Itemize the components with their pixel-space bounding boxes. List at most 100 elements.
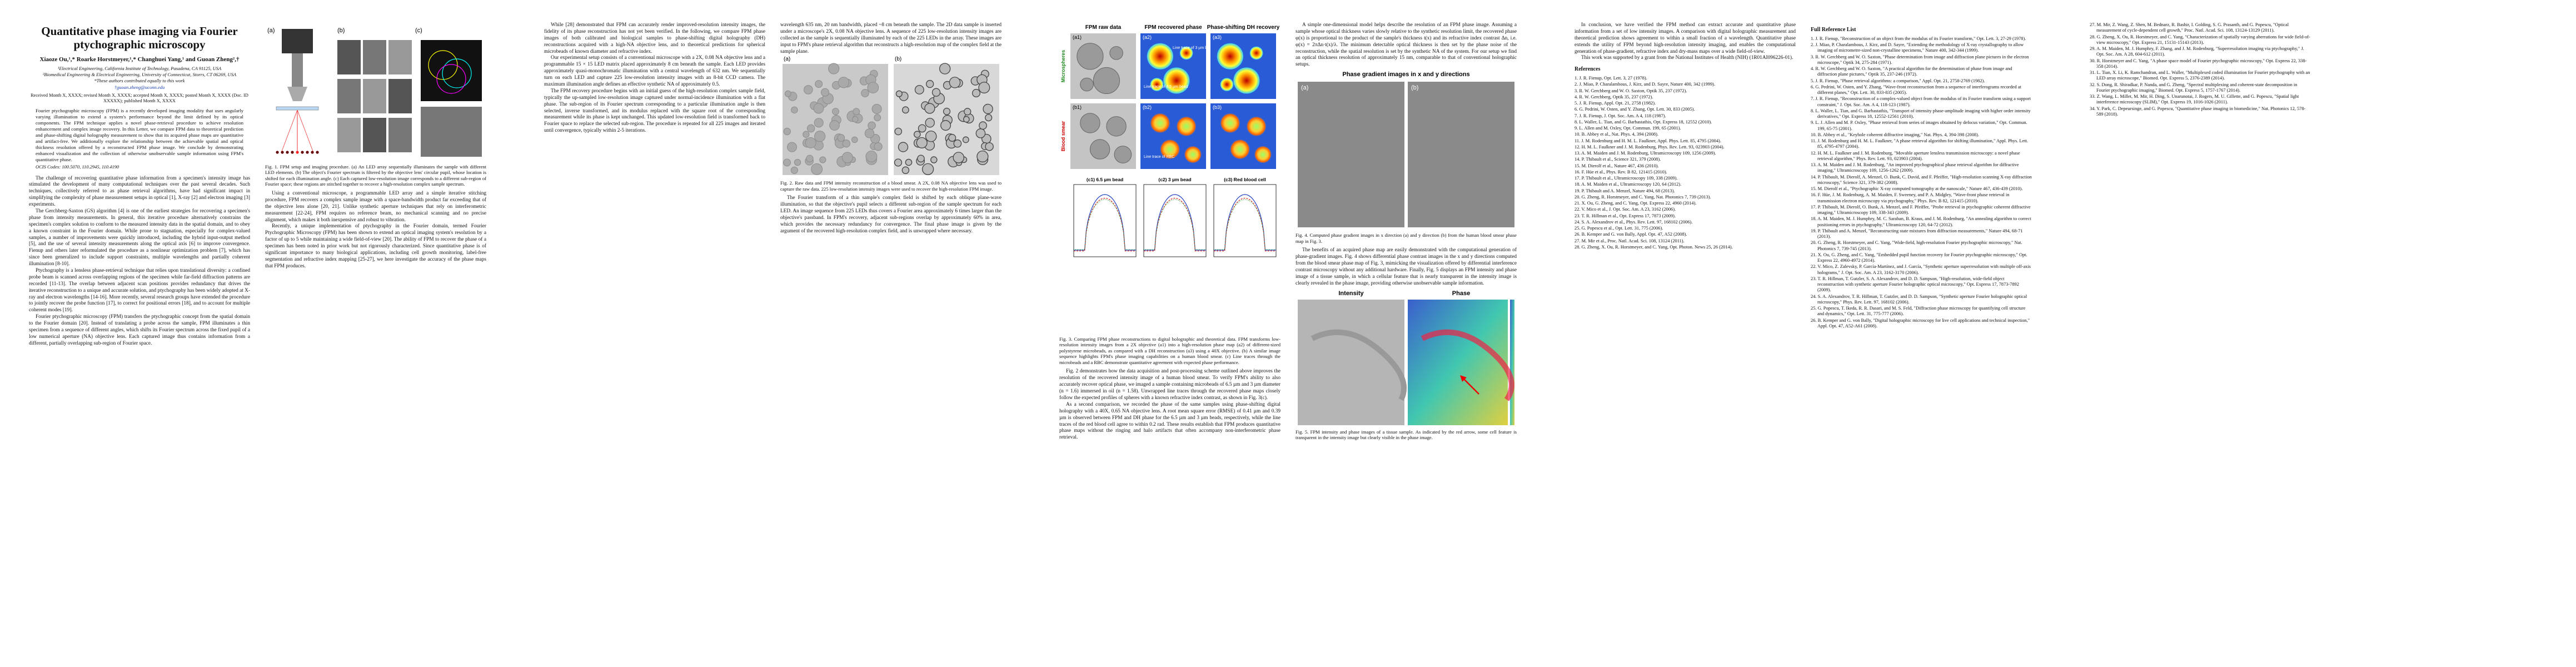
trace bbox=[1214, 199, 1276, 250]
column-header: Phase-shifting DH recovery bbox=[1207, 24, 1280, 31]
cell bbox=[1230, 139, 1250, 160]
reference: 6. G. Pedrini, W. Osten, and Y. Zhang, O… bbox=[1575, 107, 1695, 112]
reference: 18. A. M. Maiden, M. J. Humphry, M. C. S… bbox=[1811, 216, 2031, 227]
body-text: The Fourier transform of a thin sample's… bbox=[780, 195, 1001, 235]
cell bbox=[851, 137, 858, 143]
reference: 4. R. W. Gerchberg and W. O. Saxton, "A … bbox=[1811, 66, 2012, 77]
cell bbox=[962, 136, 969, 143]
fourier-space bbox=[421, 40, 482, 101]
reference: 1. J. R. Fienup, "Reconstruction of an o… bbox=[1811, 36, 2026, 41]
bead bbox=[1249, 46, 1263, 60]
panel: (b2) Line trace of RBC bbox=[1140, 103, 1206, 169]
reference: 2. J. Miao, P. Charalambous, J. Kirz, an… bbox=[1811, 42, 2024, 53]
panel-label: (a) bbox=[1301, 84, 1308, 91]
reference: 15. M. Dierolf et al., Nature 467, 436 (… bbox=[1575, 163, 1659, 168]
cell bbox=[985, 114, 993, 122]
reference: 9. L. Allen and M. Oxley, Opt. Commun. 1… bbox=[1575, 126, 1681, 131]
cell bbox=[918, 125, 926, 133]
reference: 2. J. Miao, P. Charalambous, J. Kirz, an… bbox=[1575, 82, 1716, 87]
low-res-image bbox=[337, 40, 361, 74]
cells bbox=[783, 63, 994, 176]
reference: 9. L. J. Allen and M. P. Oxley, "Phase r… bbox=[1811, 120, 2027, 131]
caption: Fig. 2. Raw data and FPM intensity recon… bbox=[780, 180, 1001, 192]
paragraph: Recently, a unique implementation of pty… bbox=[265, 223, 486, 269]
led bbox=[306, 151, 309, 154]
cell bbox=[867, 82, 879, 94]
column: FPM raw data FPM recovered phase Phase-shi… bbox=[1059, 22, 1280, 648]
title: Quantitative phase imaging via Fourier p… bbox=[41, 24, 238, 52]
cell bbox=[815, 80, 823, 88]
caption: Fig. 1. FPM setup and imaging procedure.… bbox=[265, 164, 486, 187]
cell bbox=[917, 155, 925, 163]
column-header: FPM recovered phase bbox=[1144, 24, 1202, 31]
reference: 4. R. W. Gerchberg, Optik 35, 237 (1972)… bbox=[1575, 94, 1653, 99]
paragraph: The challenge of recovering quantitative… bbox=[29, 175, 250, 208]
cell bbox=[1080, 113, 1100, 133]
reference: 5. J. R. Fienup, Appl. Opt. 21, 2758 (19… bbox=[1575, 101, 1656, 106]
cell bbox=[925, 118, 935, 128]
panel-label: (b) bbox=[1411, 84, 1418, 91]
panel-label: (a3) bbox=[1213, 34, 1222, 40]
cell bbox=[861, 89, 869, 98]
reference: 30. R. Horstmeyer and C. Yang, "A phase … bbox=[2090, 58, 2307, 69]
panel-label: (b) bbox=[337, 27, 345, 34]
cell bbox=[963, 116, 970, 123]
page-2: While [28] demonstrated that FPM can acc… bbox=[515, 0, 1030, 667]
figure-2: (a) (b) Fig. 2. Raw data and FPM intensi… bbox=[780, 56, 1001, 192]
cell bbox=[871, 104, 882, 115]
cell bbox=[924, 103, 935, 115]
note: *These authors contributed equally to th… bbox=[94, 78, 185, 84]
cell bbox=[930, 156, 938, 164]
cell bbox=[794, 159, 801, 166]
reference: 7. J. R. Fienup, "Reconstruction of a co… bbox=[1811, 96, 2031, 107]
ray bbox=[297, 109, 313, 152]
page-3: FPM raw data FPM recovered phase Phase-shi… bbox=[1030, 0, 1546, 667]
cell bbox=[953, 152, 965, 164]
cell bbox=[806, 155, 814, 163]
column: Quantitative phase imaging via Fourier p… bbox=[29, 22, 250, 648]
reference: 14. P. Thibault et al., Science 321, 379… bbox=[1575, 157, 1661, 162]
cell bbox=[983, 104, 993, 115]
reference: 24. S. A. Alexandrov, T. R. Hillman, T. … bbox=[1811, 293, 2027, 305]
paragraph: Our experimental setup consists of a con… bbox=[544, 55, 765, 88]
plot-title: (c2) 3 µm bead bbox=[1158, 177, 1191, 182]
reference: 19. P. Thibault and A. Menzel, "Reconstr… bbox=[1811, 228, 2023, 240]
gradient-x bbox=[1298, 82, 1404, 228]
page-4: In conclusion, we have verified the FPM … bbox=[1546, 0, 2061, 667]
references-heading: References bbox=[1575, 66, 1601, 73]
cell bbox=[916, 137, 928, 149]
phase-image bbox=[1408, 299, 1508, 425]
cell bbox=[864, 128, 875, 138]
body-text: The challenge of recovering quantitative… bbox=[29, 176, 250, 347]
cell bbox=[985, 142, 994, 151]
references: 1. J. R. Fienup, "Reconstruction of an o… bbox=[1811, 36, 2032, 329]
cell bbox=[1160, 139, 1180, 160]
panel-label: (a) bbox=[784, 56, 790, 62]
figure-2-graphic: (a) (b) bbox=[783, 56, 999, 176]
cell bbox=[841, 152, 853, 164]
led bbox=[311, 151, 314, 154]
cell bbox=[975, 128, 986, 139]
paragraph: Ptychography is a lensless phase-retriev… bbox=[29, 267, 250, 313]
reference: 26. B. Kemper and G. von Bally, Appl. Op… bbox=[1575, 232, 1687, 237]
cell bbox=[913, 131, 921, 138]
trace bbox=[1214, 194, 1276, 251]
figure-5-graphic: Intensity Phase bbox=[1298, 290, 1514, 425]
paragraph: This work was supported by a grant from … bbox=[1581, 55, 1793, 61]
low-res-image bbox=[388, 118, 412, 152]
cell bbox=[837, 134, 845, 142]
bead bbox=[1220, 78, 1234, 91]
cell bbox=[905, 159, 913, 166]
column: In conclusion, we have verified the FPM … bbox=[1575, 22, 1796, 648]
low-res-images bbox=[337, 40, 412, 152]
plot: (c3) Red blood cell bbox=[1213, 177, 1277, 257]
cell bbox=[805, 137, 816, 149]
trace bbox=[1074, 199, 1136, 250]
reference: 22. V. Mico, Z. Zalevsky, P. García-Mart… bbox=[1811, 264, 2031, 275]
received: Received Month X, XXXX; revised Month X,… bbox=[31, 92, 248, 104]
reference: 3. R. W. Gerchberg and W. O. Saxton, "Ph… bbox=[1811, 54, 2029, 65]
reference: 3. R. W. Gerchberg and W. O. Saxton, Opt… bbox=[1575, 88, 1687, 93]
paragraph: The benefits of an acquired phase map ar… bbox=[1296, 247, 1517, 286]
